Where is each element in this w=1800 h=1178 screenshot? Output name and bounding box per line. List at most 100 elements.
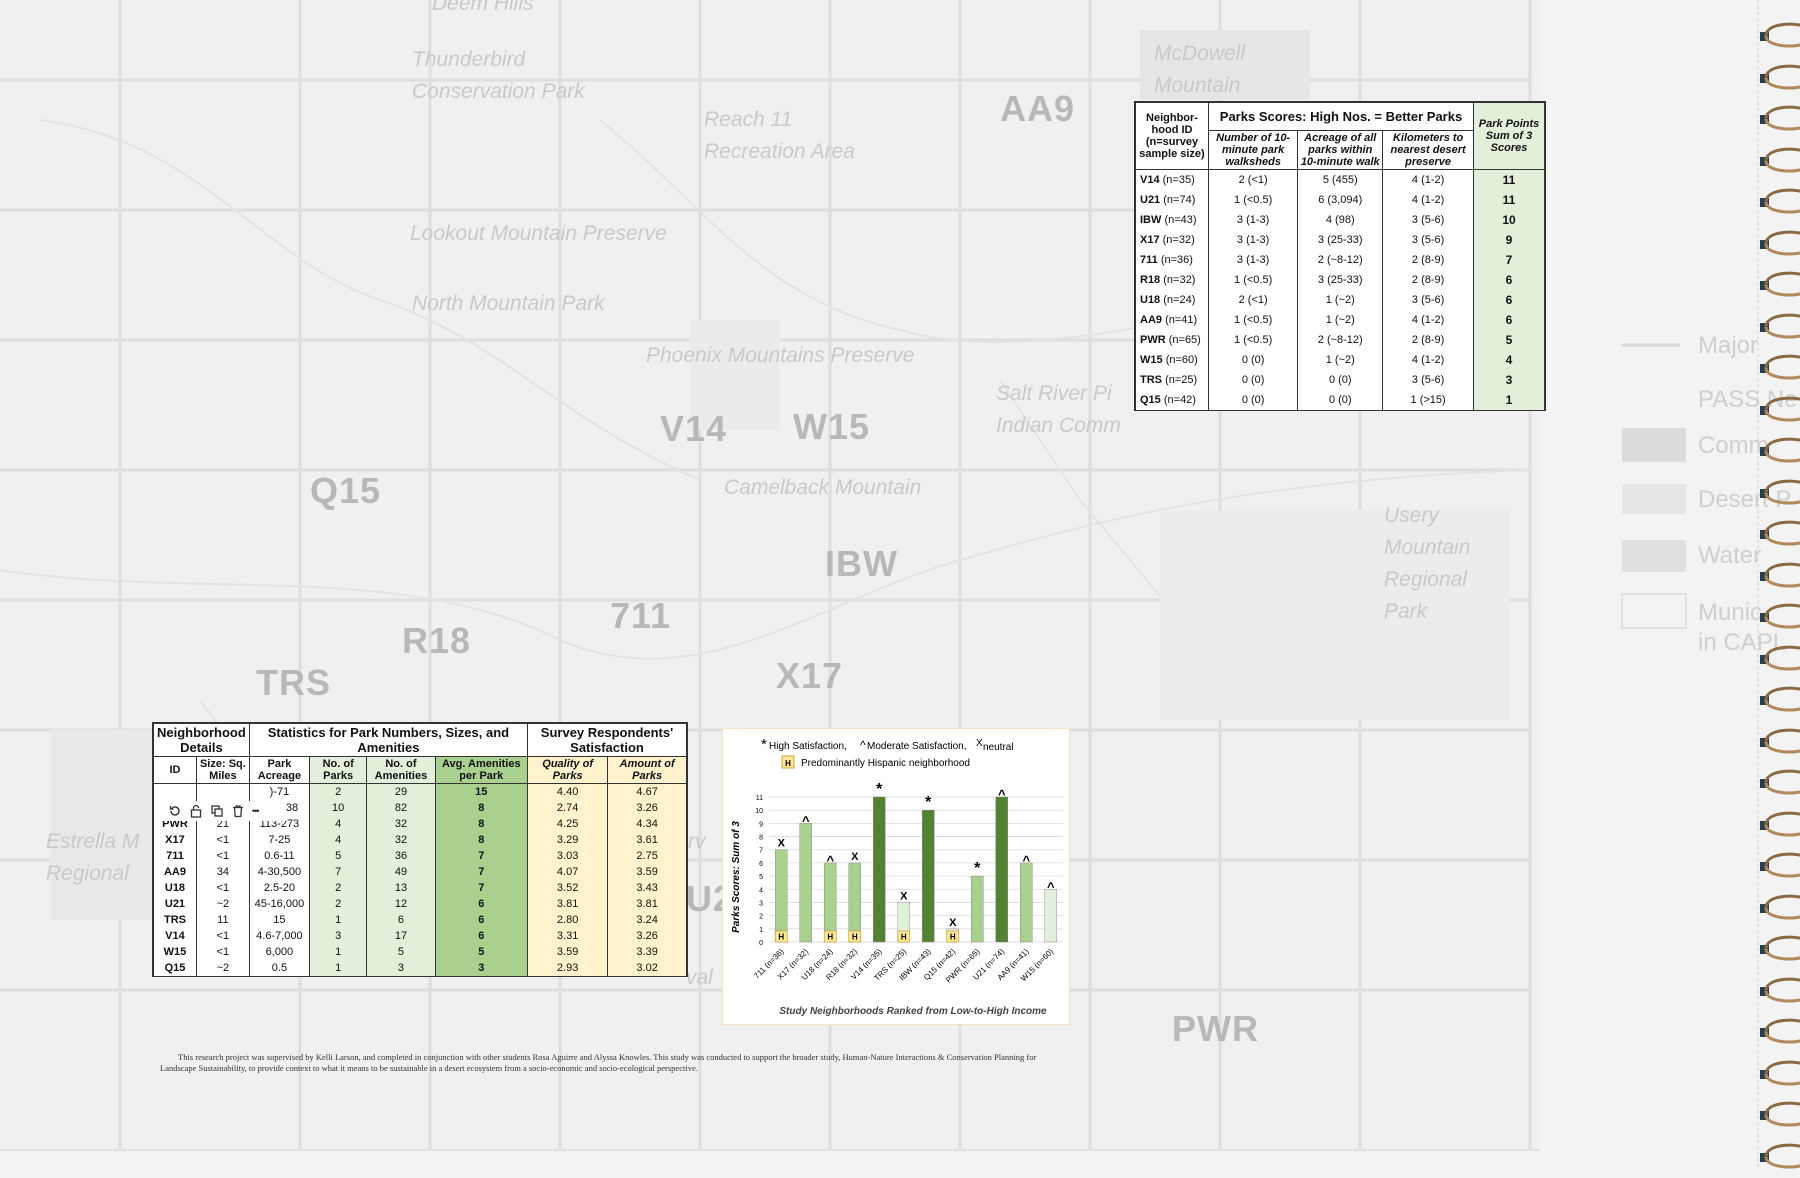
rotate-icon[interactable] — [168, 804, 182, 818]
col-size: Size: Sq. Miles — [195, 756, 250, 784]
scores-id-cell: R18 (n=32) — [1135, 270, 1209, 290]
scores-walk-cell: 0 (0) — [1207, 390, 1299, 410]
map-label-v14: V14 — [660, 408, 728, 449]
binder-ring — [1760, 477, 1800, 509]
stats-id-cell: U21 — [153, 896, 197, 912]
col-quality: Quality of Parks — [526, 756, 609, 784]
binder-ring — [1760, 1016, 1800, 1048]
scores-km-cell: 1 (>15) — [1382, 390, 1474, 410]
scores-km-cell: 4 (1-2) — [1382, 169, 1474, 190]
scores-row: R18 (n=32) 1 (<0.5) 3 (25-33) 2 (8-9) 6 — [1135, 270, 1545, 290]
stats-id-cell: AA9 — [153, 864, 197, 880]
stats-parks-cell: 2 — [308, 896, 368, 912]
scores-points-cell: 6 — [1473, 310, 1545, 330]
stats-row: 711 <1 0.6-11 5 36 7 3.03 2.75 — [153, 848, 687, 864]
scores-id-cell: W15 (n=60) — [1135, 350, 1209, 370]
map-place-partial-rv: rv — [688, 830, 706, 853]
legend-moderate-symbol: ^ — [860, 738, 866, 752]
binder-ring — [1760, 684, 1800, 716]
chart-svg: * High Satisfaction, ^ Moderate Satisfac… — [731, 736, 1063, 1017]
binder-ring — [1760, 186, 1800, 218]
bar — [971, 875, 984, 943]
selection-toolbar[interactable]: ••• — [162, 801, 286, 821]
stats-size-cell: <1 — [195, 944, 250, 960]
stats-acreage-cell: 4-30,500 — [248, 864, 310, 880]
y-tick-label: 1 — [759, 927, 763, 934]
satisfaction-mark: X — [949, 917, 957, 929]
stats-amount-cell: 3.39 — [607, 944, 687, 960]
satisfaction-mark: X — [900, 890, 908, 902]
binder-ring — [1760, 518, 1800, 550]
y-tick-label: 7 — [759, 848, 763, 855]
binder-ring — [1760, 1099, 1800, 1131]
legend-hispanic-text: Predominantly Hispanic neighborhood — [801, 758, 970, 769]
legend-neutral-symbol: X — [976, 738, 983, 749]
stats-size-cell: <1 — [195, 832, 250, 848]
scores-walk-cell: 3 (1-3) — [1207, 230, 1299, 250]
binder-ring — [1760, 726, 1800, 758]
satisfaction-mark: X — [851, 851, 859, 863]
stats-quality-cell: 4.25 — [526, 816, 609, 832]
stats-id-cell — [153, 783, 197, 800]
scores-km-cell: 3 (5-6) — [1382, 370, 1474, 390]
stats-parks-cell: 4 — [308, 832, 368, 848]
satisfaction-mark: ^ — [998, 787, 1006, 802]
stats-row: V14 <1 4.6-7,000 3 17 6 3.31 3.26 — [153, 928, 687, 944]
stats-parks-cell: 10 — [308, 800, 368, 816]
stats-amount-cell: 3.43 — [607, 880, 687, 896]
stats-row: AA9 34 4-30,500 7 49 7 4.07 3.59 — [153, 864, 687, 880]
stats-amount-cell: 4.34 — [607, 816, 687, 832]
map-label-ibw: IBW — [825, 543, 898, 584]
binder-ring — [1760, 892, 1800, 924]
stats-acreage-cell: 0.5 — [248, 960, 310, 976]
park-statistics-table[interactable]: Neighborhood Details Statistics for Park… — [152, 722, 688, 977]
stats-avg-cell: 6 — [434, 896, 529, 912]
map-label-trs: TRS — [256, 662, 331, 703]
stats-parks-cell: 4 — [308, 816, 368, 832]
scores-walk-cell: 0 (0) — [1207, 370, 1299, 390]
stats-acreage-cell: 2.5-20 — [248, 880, 310, 896]
parks-score-chart[interactable]: * High Satisfaction, ^ Moderate Satisfac… — [722, 728, 1070, 1025]
hispanic-marker-box — [774, 930, 788, 943]
bar — [1020, 862, 1033, 943]
header-walksheds: Number of 10-minute park walksheds — [1207, 130, 1299, 170]
map-place-estrella: Estrella M Regional — [46, 830, 140, 885]
scores-acre-cell: 1 (~2) — [1297, 310, 1384, 330]
legend-high-text: High Satisfaction, — [769, 741, 847, 752]
stats-avg-cell: 8 — [434, 832, 529, 848]
stats-parks-cell: 3 — [308, 928, 368, 944]
map-place-deem-hills: Deem Hills — [432, 0, 534, 15]
col-parks: No. of Parks — [308, 756, 368, 784]
binder-ring — [1760, 643, 1800, 675]
binder-ring — [1760, 435, 1800, 467]
stats-amount-cell: 3.26 — [607, 928, 687, 944]
col-id: ID — [153, 756, 197, 784]
group-statistics: Statistics for Park Numbers, Sizes, and … — [248, 723, 529, 757]
stats-row: U21 ~2 45-16,000 2 12 6 3.81 3.81 — [153, 896, 687, 912]
hispanic-marker: H — [950, 933, 956, 942]
map-label-pwr: PWR — [1172, 1008, 1259, 1049]
more-icon[interactable]: ••• — [252, 806, 260, 816]
scores-id-cell: Q15 (n=42) — [1135, 390, 1209, 410]
scores-row: IBW (n=43) 3 (1-3) 4 (98) 3 (5-6) 10 — [1135, 210, 1545, 230]
stats-id-cell: TRS — [153, 912, 197, 928]
duplicate-icon[interactable] — [210, 804, 224, 818]
stats-size-cell — [195, 783, 250, 800]
parks-scores-table[interactable]: Neighbor-hood ID (n=survey sample size) … — [1134, 101, 1546, 411]
y-tick-label: 9 — [759, 821, 763, 828]
map-label-w15: W15 — [793, 406, 871, 447]
group-survey: Survey Respondents' Satisfaction — [527, 723, 687, 757]
delete-icon[interactable] — [231, 804, 245, 818]
scores-row: AA9 (n=41) 1 (<0.5) 1 (~2) 4 (1-2) 6 — [1135, 310, 1545, 330]
y-tick-label: 6 — [759, 861, 763, 868]
stats-size-cell: ~2 — [195, 896, 250, 912]
scores-acre-cell: 2 (~8-12) — [1297, 330, 1384, 350]
scores-km-cell: 3 (5-6) — [1382, 290, 1474, 310]
binder-ring — [1760, 145, 1800, 177]
lock-icon[interactable] — [189, 804, 203, 818]
scores-row: U18 (n=24) 2 (<1) 1 (~2) 3 (5-6) 6 — [1135, 290, 1545, 310]
scores-points-cell: 1 — [1473, 390, 1545, 410]
stats-id-cell: U18 — [153, 880, 197, 896]
stats-avg-cell: 7 — [434, 880, 529, 896]
bar — [1044, 889, 1057, 943]
